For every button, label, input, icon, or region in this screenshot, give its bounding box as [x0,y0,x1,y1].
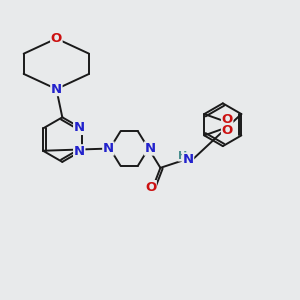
Text: N: N [51,82,62,96]
Text: N: N [74,122,85,134]
Text: N: N [74,145,85,158]
Text: H: H [178,151,187,161]
Text: N: N [182,153,194,166]
Text: N: N [103,142,114,155]
Text: O: O [221,124,233,137]
Text: O: O [145,181,156,194]
Text: O: O [221,112,233,126]
Text: N: N [144,142,156,155]
Text: O: O [51,32,62,45]
